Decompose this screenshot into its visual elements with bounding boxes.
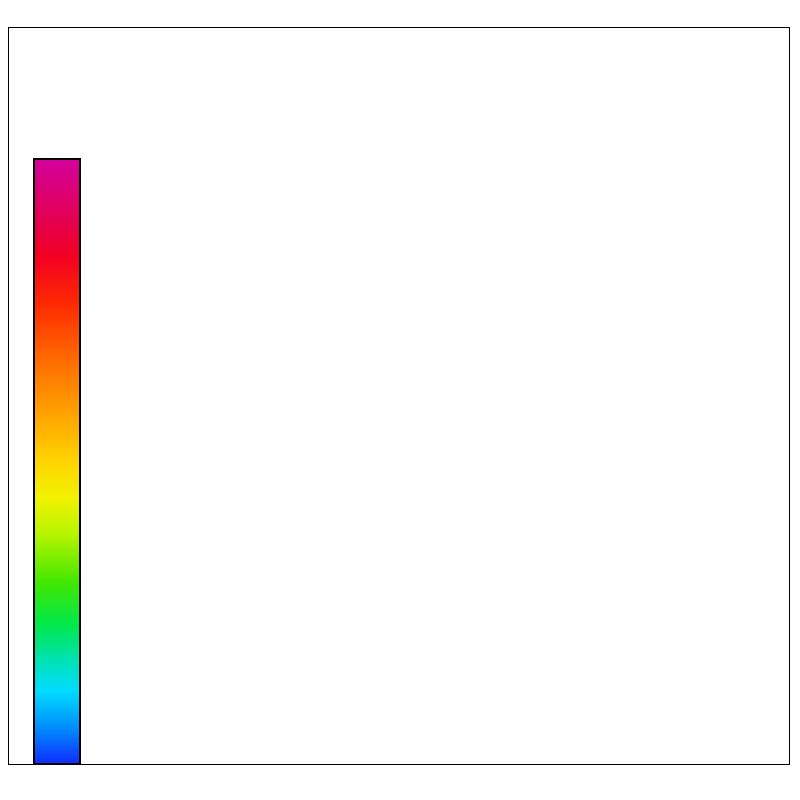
colorbar-gradient (33, 158, 81, 765)
axis-ruler-left (0, 27, 9, 766)
map-plot-area[interactable] (8, 27, 790, 765)
wind-barb-layer (9, 28, 789, 764)
axis-ruler-top (8, 18, 791, 27)
map-canvas (9, 28, 789, 764)
axis-ruler-right (791, 27, 800, 766)
axis-ruler-bottom (8, 766, 791, 780)
